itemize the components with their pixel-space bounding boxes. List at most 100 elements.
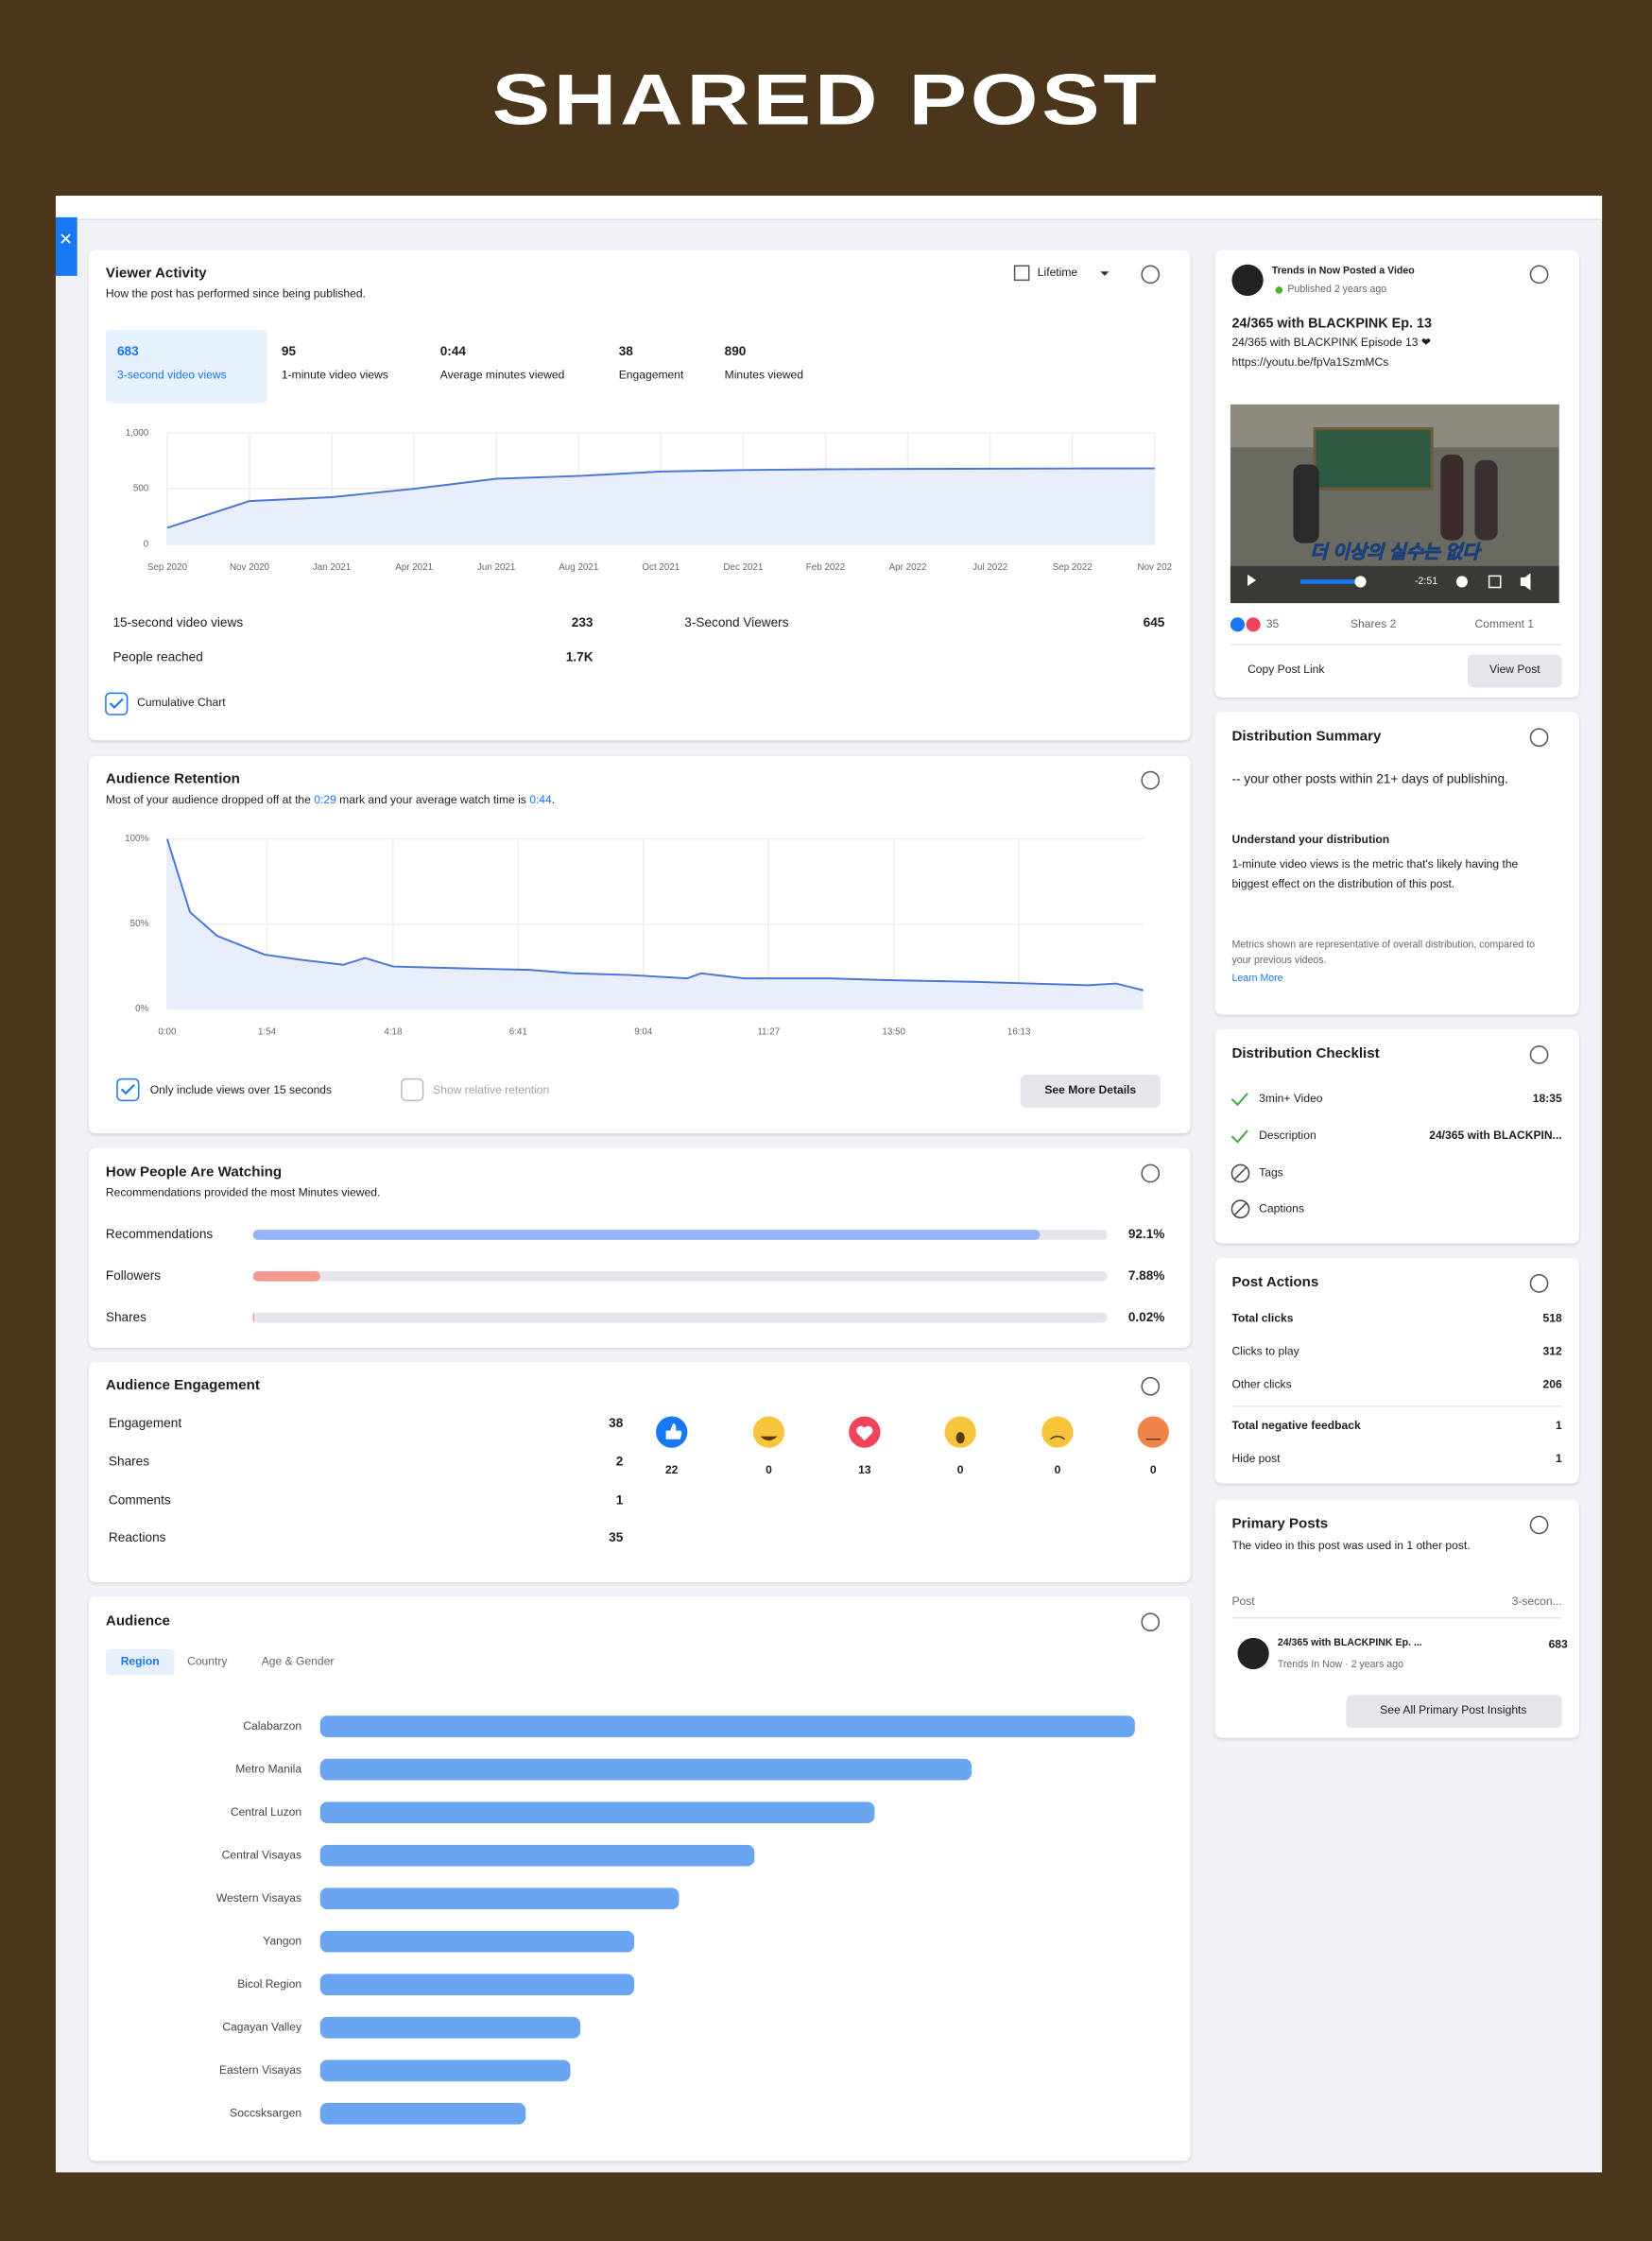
selected-metric[interactable] <box>105 330 267 404</box>
action-value: 518 <box>1542 1312 1562 1325</box>
action-label: Total negative feedback <box>1231 1419 1361 1433</box>
selected-tab[interactable] <box>105 1648 175 1676</box>
stat-value: 233 <box>571 614 594 630</box>
check-label: Description <box>1259 1129 1316 1143</box>
primary-post-title[interactable]: 24/365 with BLACKPINK Ep. ... <box>1277 1638 1422 1649</box>
period-select[interactable]: Lifetime <box>1037 266 1078 279</box>
sad-icon <box>1041 1416 1074 1448</box>
fullscreen-icon[interactable] <box>1488 575 1502 589</box>
row-label: Shares <box>108 1454 150 1469</box>
close-tab[interactable] <box>55 216 77 276</box>
metric-label[interactable]: Average minutes viewed <box>439 369 565 382</box>
reaction-count: 13 <box>858 1463 871 1477</box>
line <box>165 838 1144 991</box>
video-controls <box>1230 565 1559 604</box>
empty-icon <box>1230 1199 1250 1219</box>
button[interactable] <box>1467 654 1562 688</box>
reaction-count: 0 <box>1054 1463 1061 1477</box>
metric-value: 95 <box>281 343 297 358</box>
metric-label[interactable]: Minutes viewed <box>724 369 804 382</box>
metric-label: 3-second video views <box>116 369 227 382</box>
metric-label[interactable]: 1-minute video views <box>281 369 388 382</box>
x-tick-label: Jun 2021 <box>477 562 515 573</box>
reaction-total: 35 <box>1265 617 1280 630</box>
post-author: Trends in Now Posted a Video <box>1271 267 1415 277</box>
metric-value: 0:44 <box>439 343 466 358</box>
action-value: 1 <box>1556 1452 1562 1465</box>
y-tick-label: 0% <box>135 1004 148 1014</box>
button[interactable] <box>1020 1075 1161 1108</box>
y-tick-label: 100% <box>125 834 148 844</box>
play-icon[interactable] <box>1248 574 1257 586</box>
post-link[interactable]: https://youtu.be/fpVa1SzmMCs <box>1231 355 1389 370</box>
x-tick-label: Aug 2021 <box>559 562 598 573</box>
stat-label: 15-second video views <box>112 614 244 630</box>
audience-card <box>88 1596 1191 2162</box>
bar <box>319 1715 1135 1737</box>
card-title: Audience Retention <box>105 771 240 788</box>
primary-post-value: 683 <box>1548 1637 1568 1651</box>
checkbox-label[interactable]: Only include views over 15 seconds <box>149 1083 333 1096</box>
card-subtitle: Most of your audience dropped off at the… <box>105 793 556 806</box>
check-label: Captions <box>1259 1201 1304 1215</box>
learn-more[interactable]: Learn More <box>1231 974 1283 985</box>
checkbox-label[interactable]: Cumulative Chart <box>137 696 226 710</box>
metric-label[interactable]: Engagement <box>618 369 684 382</box>
check-icon <box>1230 1129 1248 1144</box>
action-label: Other clicks <box>1231 1377 1292 1391</box>
x-tick-label: Feb 2022 <box>806 562 845 573</box>
copy-link[interactable]: Copy Post Link <box>1248 663 1325 677</box>
empty-icon <box>1230 1164 1250 1183</box>
primary-post-meta: Trends In Now · 2 years ago <box>1277 1660 1403 1670</box>
tab[interactable]: Region <box>120 1655 160 1668</box>
category-label: Shares <box>106 1310 146 1324</box>
button-label[interactable]: See More Details <box>1044 1083 1137 1096</box>
progress-knob[interactable] <box>1354 576 1367 588</box>
slash <box>1233 1166 1248 1181</box>
button[interactable] <box>1346 1695 1562 1729</box>
action-label: Total clicks <box>1231 1312 1294 1325</box>
video-caption: 더 이상의 실수는 없다 <box>1310 542 1482 562</box>
bar <box>252 1230 1041 1240</box>
figure <box>1440 454 1464 541</box>
card-title: Audience <box>105 1613 170 1629</box>
x-tick-label: 6:41 <box>509 1026 527 1037</box>
line <box>166 467 1155 529</box>
row-label: Reactions <box>108 1529 166 1544</box>
button-label[interactable]: View Post <box>1489 663 1540 677</box>
reaction-count: 22 <box>664 1463 679 1477</box>
checkbox[interactable] <box>116 1077 140 1102</box>
love-icon <box>1246 617 1261 632</box>
calendar-icon <box>1013 265 1030 282</box>
stat-label: People reached <box>112 649 203 664</box>
bar <box>319 1888 680 1910</box>
x-tick-label: Apr 2021 <box>395 562 433 573</box>
text: Most of your audience dropped off at the <box>105 793 315 806</box>
checkbox[interactable] <box>401 1077 424 1102</box>
category-label: Followers <box>106 1268 161 1283</box>
y-tick-label: 1,000 <box>126 428 149 439</box>
highlight: 0:29 <box>314 793 336 806</box>
card-title: Audience Engagement <box>105 1377 260 1394</box>
tab[interactable]: Country <box>187 1655 228 1668</box>
stat-value: 645 <box>1143 614 1165 630</box>
tab[interactable]: Age & Gender <box>261 1655 335 1668</box>
y-tick-label: 50% <box>130 919 149 929</box>
summary-body: 1-minute video views is the metric that'… <box>1231 857 1519 891</box>
card-title: How People Are Watching <box>105 1164 283 1181</box>
x-tick-label: 9:04 <box>634 1026 653 1037</box>
text: . <box>551 793 556 806</box>
category-label: Calabarzon <box>243 1719 301 1732</box>
action-label: Hide post <box>1231 1452 1281 1465</box>
thumb <box>665 1423 682 1439</box>
volume-icon[interactable] <box>1520 573 1531 591</box>
actions-card <box>1214 1257 1579 1484</box>
category-label: Soccsksargen <box>230 2106 301 2119</box>
bar <box>319 2016 581 2039</box>
checkbox[interactable] <box>105 692 129 715</box>
button-label[interactable]: See All Primary Post Insights <box>1380 1703 1527 1717</box>
settings-icon[interactable] <box>1455 576 1468 588</box>
checkbox-label[interactable]: Show relative retention <box>433 1083 550 1096</box>
